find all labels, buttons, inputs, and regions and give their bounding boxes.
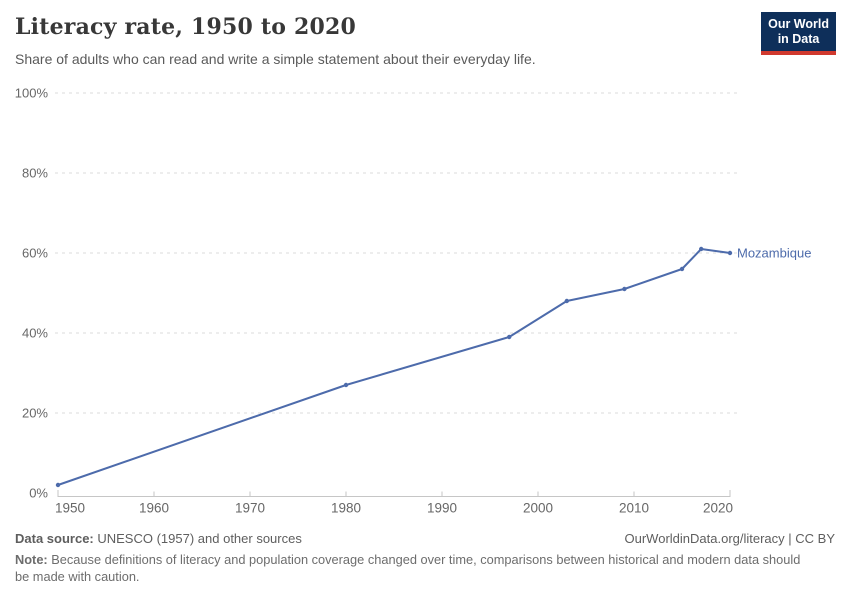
x-axis-tick-label: 1990 xyxy=(427,501,457,516)
data-point[interactable] xyxy=(622,286,627,292)
y-axis-tick-label: 100% xyxy=(15,86,49,101)
data-source: Data source: UNESCO (1957) and other sou… xyxy=(15,531,302,546)
note-text: Because definitions of literacy and popu… xyxy=(15,552,801,584)
data-point[interactable] xyxy=(564,298,569,304)
y-axis-tick-label: 40% xyxy=(22,326,48,341)
chart-title: Literacy rate, 1950 to 2020 xyxy=(15,14,357,40)
owid-logo-line2: in Data xyxy=(777,32,820,46)
owid-logo: Our World in Data xyxy=(761,12,836,55)
x-axis-tick-label: 2010 xyxy=(619,501,649,516)
data-point[interactable] xyxy=(699,246,704,252)
y-axis-tick-label: 60% xyxy=(22,246,48,261)
footer-source-row: Data source: UNESCO (1957) and other sou… xyxy=(15,531,835,546)
data-source-label: Data source: xyxy=(15,531,94,546)
x-axis-tick-label: 1980 xyxy=(331,501,361,516)
mozambique-line[interactable] xyxy=(57,248,731,486)
attribution-link[interactable]: OurWorldinData.org/literacy | CC BY xyxy=(624,531,835,546)
data-point[interactable] xyxy=(343,382,349,388)
x-axis-tick-label: 1960 xyxy=(139,501,169,516)
y-axis-tick-label: 0% xyxy=(29,486,48,501)
data-point[interactable] xyxy=(727,250,733,256)
y-axis-tick-label: 80% xyxy=(22,166,48,181)
x-axis-tick-label: 2000 xyxy=(523,501,553,516)
x-axis-tick-label: 1970 xyxy=(235,501,265,516)
y-axis-tick-label: 20% xyxy=(22,406,48,421)
data-point[interactable] xyxy=(55,482,61,488)
data-point[interactable] xyxy=(507,334,512,340)
note-label: Note: xyxy=(15,552,48,567)
x-axis-tick-label: 1950 xyxy=(55,501,85,516)
x-axis-line xyxy=(57,490,731,497)
chart-subtitle: Share of adults who can read and write a… xyxy=(15,51,536,67)
series-label-mozambique[interactable]: Mozambique xyxy=(737,246,811,261)
owid-logo-line1: Our World xyxy=(768,17,829,31)
x-axis-tick-label: 2020 xyxy=(703,501,733,516)
footer-note: Note: Because definitions of literacy an… xyxy=(15,551,807,585)
data-point[interactable] xyxy=(679,266,685,272)
data-source-text: UNESCO (1957) and other sources xyxy=(93,531,302,546)
